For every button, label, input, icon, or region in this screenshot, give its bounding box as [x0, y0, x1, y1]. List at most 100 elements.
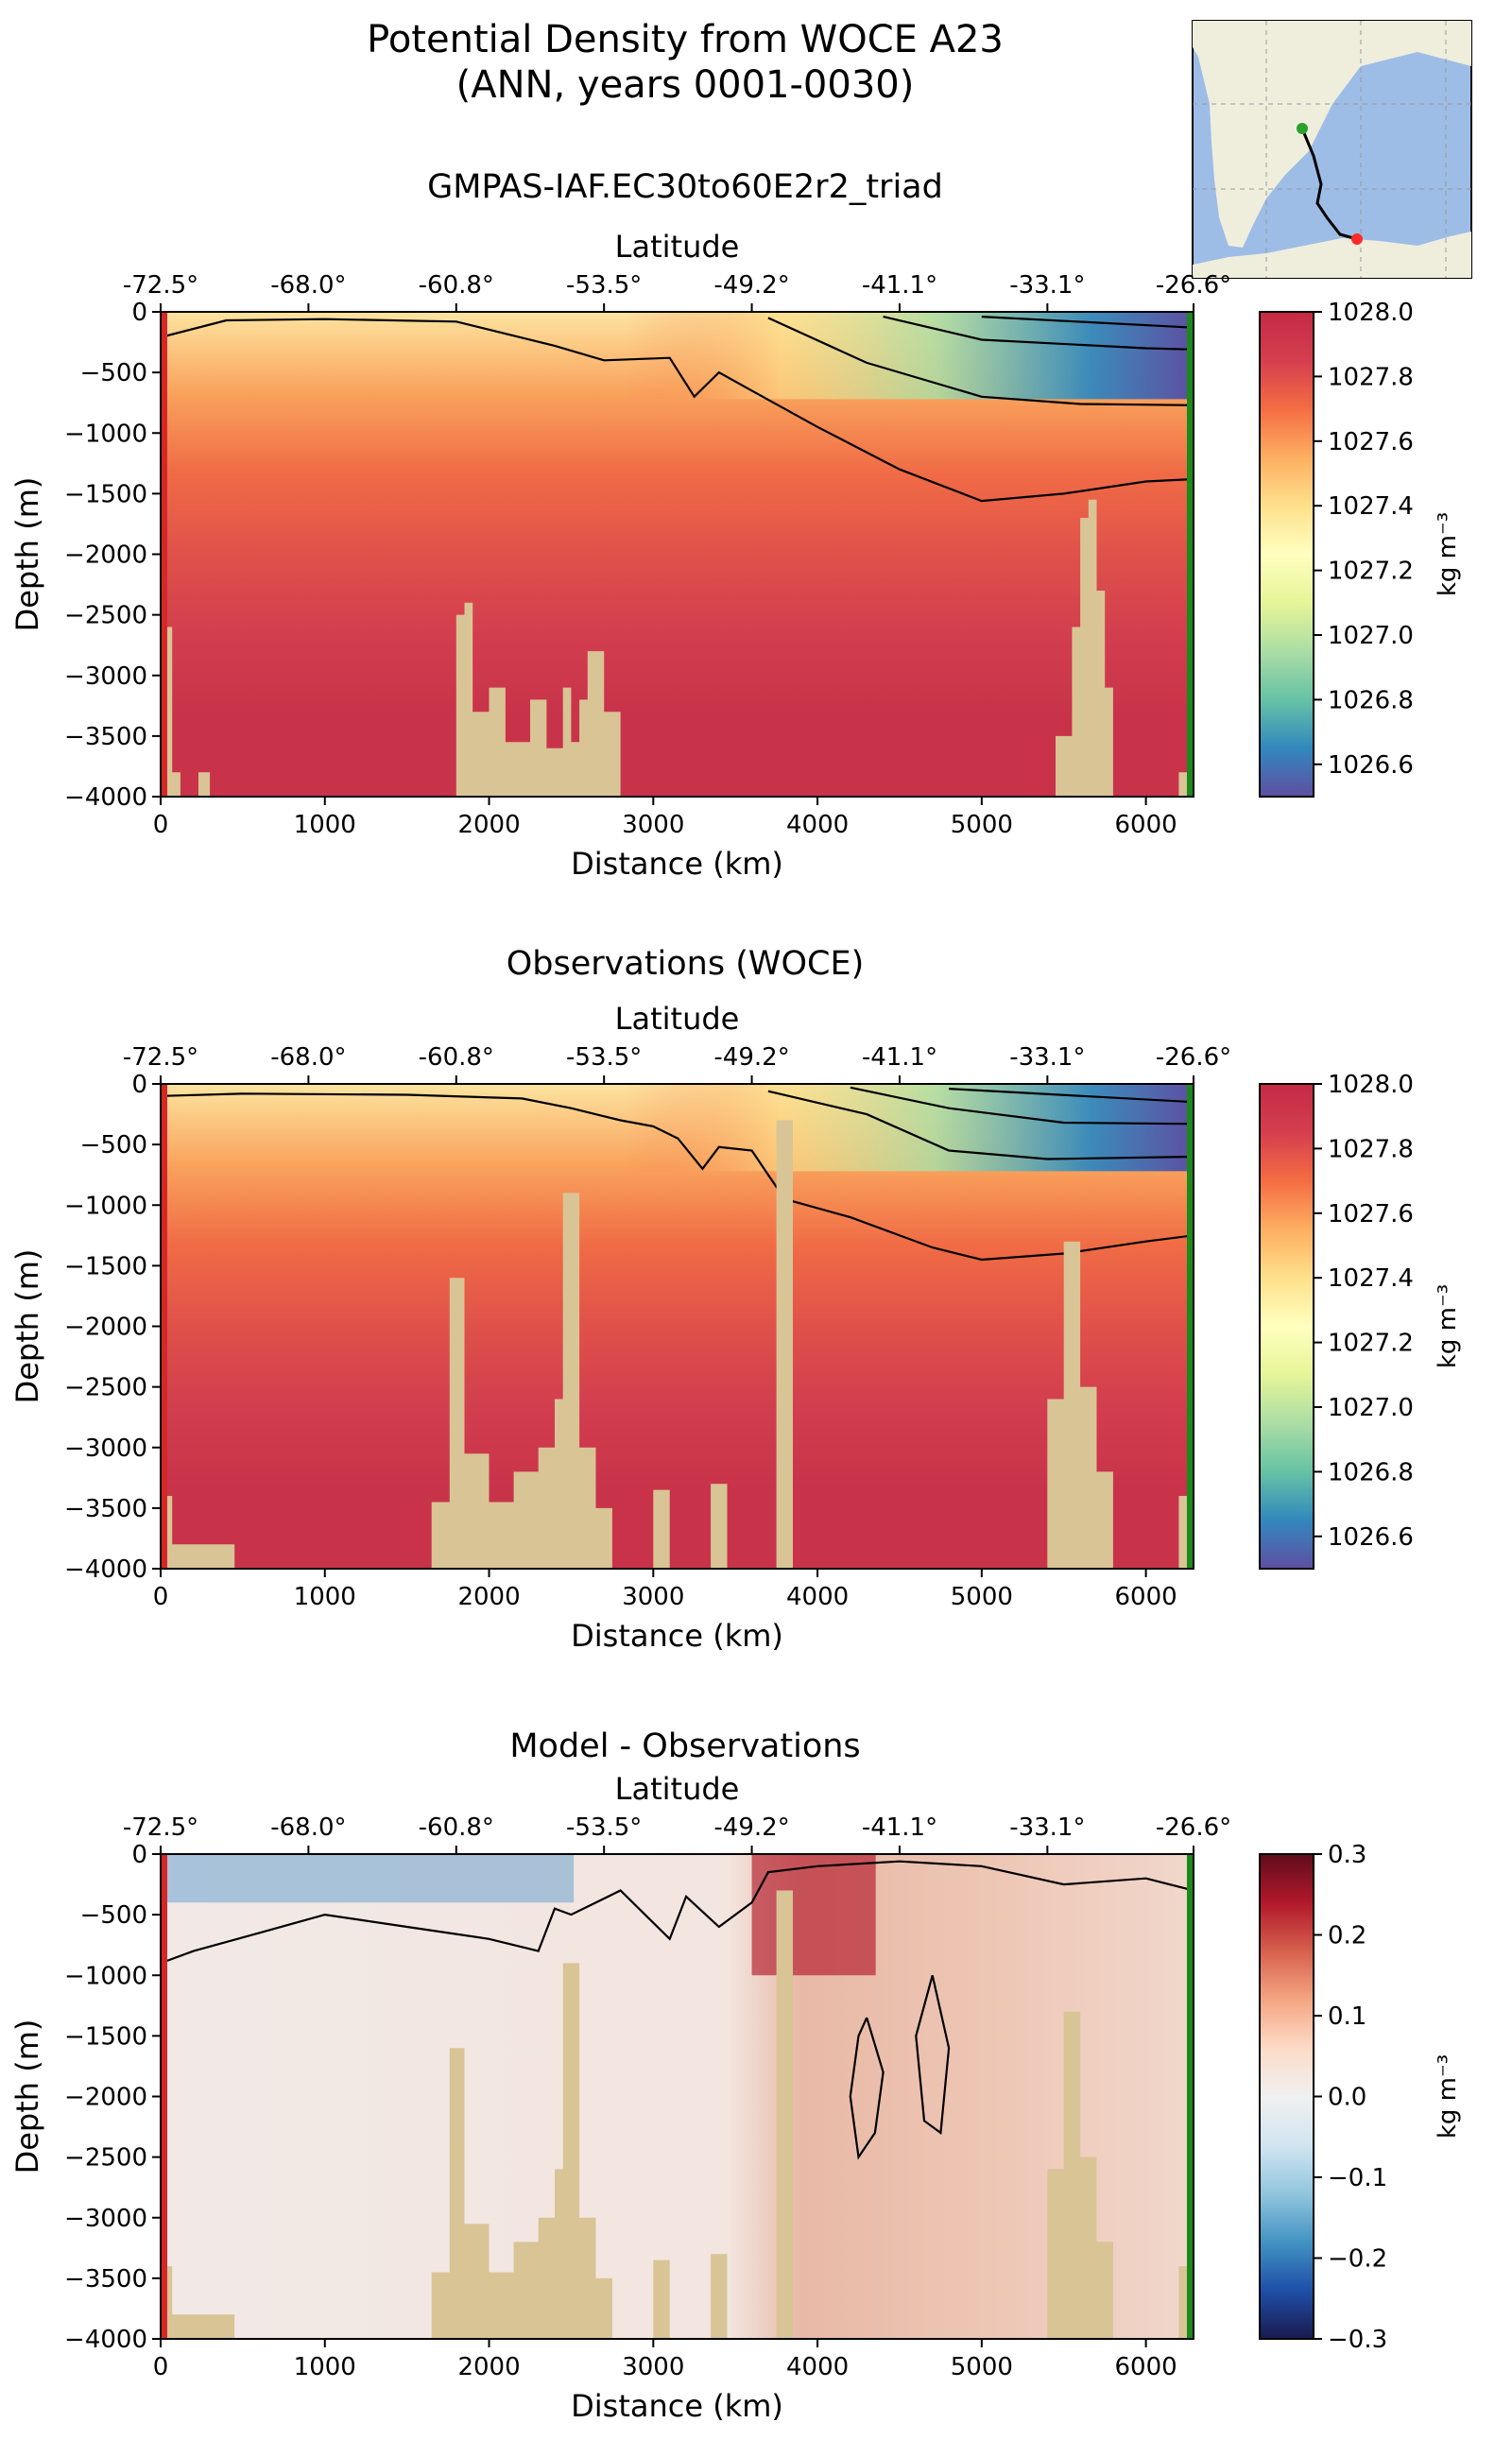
lat-tick-label: -33.1° [1009, 1813, 1085, 1842]
lat-tick-label: -26.6° [1156, 1043, 1231, 1072]
colorbar-tick-label: 1028.0 [1328, 1071, 1414, 1099]
contour-line [767, 1090, 1194, 1160]
lat-tick-label: -72.5° [123, 1813, 198, 1842]
colorbar-tick-label: 1027.2 [1328, 1330, 1414, 1358]
figure-title-line2: (ANN, years 0001-0030) [455, 63, 915, 107]
x-tick-label: 0 [153, 811, 169, 839]
contour-line [915, 1975, 951, 2136]
contour-line [161, 318, 1194, 503]
colorbar-tick-label: 0.2 [1328, 1922, 1366, 1950]
y-tick-label: −2500 [64, 602, 147, 630]
lat-tick-label: -49.2° [713, 271, 789, 300]
y-axis-label: Depth (m) [9, 1249, 45, 1404]
y-tick-label: 0 [131, 299, 147, 327]
lat-tick-label: -33.1° [1009, 1043, 1085, 1072]
colorbar-tick-label: 1027.8 [1328, 363, 1414, 391]
lat-tick-label: -26.6° [1156, 271, 1231, 300]
y-tick-label: −4000 [64, 783, 147, 812]
difference-positive-patch [751, 1854, 876, 1976]
y-tick-label: −1000 [64, 420, 147, 448]
figure-title-line1: Potential Density from WOCE A23 [367, 18, 1004, 61]
section-end-marker [1187, 312, 1194, 797]
lat-tick-label: -60.8° [419, 1813, 494, 1842]
colorbar-tick-label: 0.1 [1328, 2002, 1366, 2031]
colorbar-tick-label: 1026.8 [1328, 686, 1414, 714]
lat-tick-label: -41.1° [862, 1043, 937, 1072]
x-tick-label: 4000 [786, 1583, 849, 1611]
y-tick-label: −1500 [64, 1252, 147, 1280]
colorbar-tick-label: 1028.0 [1328, 299, 1414, 327]
x-tick-label: 6000 [1115, 2353, 1177, 2381]
lat-tick-label: -33.1° [1009, 271, 1085, 300]
contour-line [849, 2017, 885, 2160]
contour-line [767, 317, 1194, 406]
colorbar-2: 1028.0 1027.8 1027.6 1027.4 1027.2 1027.0 1026… [1259, 1071, 1462, 1570]
y-tick-label: −3000 [64, 662, 147, 691]
panel1-title: GMPAS-IAF.EC30to60E2r2_triad [427, 168, 943, 206]
colorbar-tick-label: 1026.6 [1328, 751, 1414, 780]
y-tick-label: 0 [131, 1841, 147, 1869]
colorbar-tick-label: 0.0 [1328, 2084, 1366, 2112]
colorbar-bar [1259, 1083, 1314, 1570]
inset-map-transect-line [1300, 128, 1358, 241]
colorbar-tick-label: −0.1 [1328, 2164, 1387, 2192]
y-tick-label: −1500 [64, 480, 147, 508]
y-tick-label: −500 [80, 1131, 147, 1160]
colorbar-tick-label: 1027.0 [1328, 1394, 1414, 1422]
lat-tick-label: -72.5° [123, 1043, 198, 1072]
lat-tick-label: -68.0° [270, 1043, 346, 1072]
contour-line [883, 316, 1194, 351]
x-tick-label: 3000 [622, 811, 684, 839]
inset-map-start-marker [1297, 123, 1308, 134]
difference-negative-patch [161, 1854, 575, 1903]
lat-tick-label: -68.0° [270, 1813, 346, 1842]
x-tick-label: 3000 [622, 2353, 684, 2381]
panel-3-field [161, 1854, 1194, 2339]
lat-tick-label: -72.5° [123, 271, 198, 300]
x-tick-label: 5000 [951, 811, 1013, 839]
y-tick-label: −500 [80, 359, 147, 387]
y-tick-label: −3000 [64, 2205, 147, 2233]
lat-tick-label: -49.2° [713, 1813, 789, 1842]
colorbar-tick-label: 1027.2 [1328, 558, 1414, 586]
lat-tick-label: -26.6° [1156, 1813, 1231, 1842]
section-start-marker [161, 1084, 167, 1569]
colorbar-tick-label: 1027.6 [1328, 1200, 1414, 1228]
bathymetry [161, 499, 1194, 797]
colorbar-tick-label: 0.3 [1328, 1841, 1366, 1869]
y-axis-label: Depth (m) [9, 477, 45, 632]
colorbar-tick-label: 1026.8 [1328, 1458, 1414, 1486]
colorbar-1: 1028.0 1027.8 1027.6 1027.4 1027.2 1027.0 1026… [1259, 299, 1462, 798]
lat-tick-label: -49.2° [713, 1043, 789, 1072]
bathymetry [161, 1120, 1194, 1569]
bathymetry [161, 1890, 1194, 2339]
colorbar-tick-label: 1027.8 [1328, 1135, 1414, 1163]
lat-tick-label: -53.5° [566, 1813, 642, 1842]
colorbar-label: kg m⁻³ [1434, 512, 1462, 596]
section-start-marker [161, 312, 167, 797]
inset-map-south-america [1193, 21, 1471, 248]
difference-field-background [161, 1854, 1194, 2339]
y-tick-label: −4000 [64, 1555, 147, 1584]
x-tick-label: 2000 [457, 1583, 520, 1611]
density-field-surface-layer [161, 312, 1194, 400]
x-tick-label: 4000 [786, 2353, 849, 2381]
section-end-marker [1187, 1084, 1194, 1569]
top-axis-label: Latitude [615, 229, 740, 265]
colorbar-tick-label: 1027.4 [1328, 492, 1414, 521]
colorbar-3: 0.3 0.2 0.1 0.0 −0.1 −0.2 −0.3 kg m⁻³ [1259, 1841, 1462, 2354]
y-tick-label: −3000 [64, 1435, 147, 1463]
x-tick-label: 0 [153, 2353, 169, 2381]
y-tick-label: −3500 [64, 2265, 147, 2294]
panel-2: 0 1000 2000 3000 4000 5000 6000 0 −500 −1000 −1500… [9, 1001, 1462, 1654]
panel-3: 0 1000 2000 3000 4000 5000 6000 0 −500 −1000 −1500… [9, 1771, 1462, 2424]
top-axis-label: Latitude [615, 1001, 740, 1037]
lat-tick-label: -53.5° [566, 1043, 642, 1072]
x-tick-label: 5000 [951, 1583, 1013, 1611]
y-tick-label: −500 [80, 1901, 147, 1930]
lat-tick-label: -60.8° [419, 271, 494, 300]
y-tick-label: −2500 [64, 2144, 147, 2173]
y-tick-label: −1500 [64, 2022, 147, 2051]
panel-1: 0 1000 2000 3000 4000 5000 6000 0 −500 −1000 −1500… [9, 229, 1462, 882]
